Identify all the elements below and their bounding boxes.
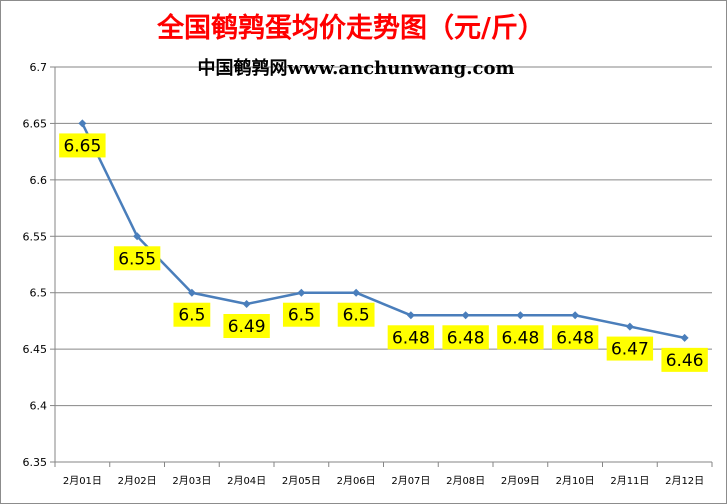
- gridlines: [55, 66, 712, 407]
- data-label-box: [173, 302, 211, 327]
- data-label-box: [497, 325, 544, 350]
- y-tick-label: 6.6: [30, 174, 48, 187]
- x-tick-label: 2月01日: [63, 475, 102, 487]
- data-point: [461, 311, 470, 320]
- data-label-box: [442, 325, 489, 350]
- data-point: [516, 311, 525, 320]
- x-tick-label: 2月09日: [501, 475, 540, 487]
- data-point: [187, 288, 196, 297]
- data-label: 6.48: [556, 328, 594, 348]
- y-tick-label: 6.55: [23, 230, 48, 243]
- data-label: 6.46: [666, 351, 704, 371]
- y-tick-label: 6.35: [23, 456, 48, 469]
- data-point: [297, 288, 306, 297]
- data-label: 6.47: [611, 340, 649, 360]
- x-tick-label: 2月08日: [446, 475, 485, 487]
- data-point: [625, 322, 634, 331]
- data-point: [406, 311, 415, 320]
- data-label: 6.55: [118, 249, 156, 269]
- data-label: 6.5: [178, 306, 205, 326]
- x-tick-label: 2月07日: [391, 475, 430, 487]
- data-point: [680, 333, 689, 342]
- series-line: [81, 122, 685, 340]
- chart-subtitle: 中国鹌鹑网www.anchunwang.com: [197, 57, 514, 79]
- data-label-box: [606, 336, 654, 361]
- y-tick-label: 6.4: [30, 400, 48, 413]
- data-point: [352, 288, 361, 297]
- x-tick-label: 2月05日: [282, 475, 321, 487]
- series: [78, 119, 689, 342]
- x-tick-label: 2月03日: [172, 475, 211, 487]
- data-labels: 6.65 6.55 6.5 6.49 6.5 6.5 6.48 6.48 6.48 6.48 6.4…: [59, 133, 708, 372]
- data-point: [133, 232, 142, 241]
- data-point: [242, 300, 251, 308]
- y-tick-label: 6.45: [23, 343, 48, 356]
- data-label-box: [661, 347, 708, 372]
- x-tick-label: 2月06日: [337, 475, 376, 487]
- data-label: 6.65: [63, 136, 101, 156]
- data-point: [571, 311, 580, 320]
- axes: 6.35 6.4 6.45 6.5 6.55 6.6 6.65 6.7 2月01日 2月02日 2月…: [23, 61, 713, 487]
- data-label: 6.48: [392, 328, 430, 348]
- x-tick-label: 2月10日: [556, 475, 595, 487]
- data-label: 6.48: [501, 328, 539, 348]
- data-label-box: [113, 246, 161, 271]
- y-tick-label: 6.5: [30, 287, 48, 300]
- data-label-box: [337, 302, 375, 327]
- data-label-box: [551, 325, 599, 350]
- data-label-box: [282, 302, 320, 327]
- y-tick-label: 6.65: [23, 117, 48, 130]
- data-label-box: [59, 133, 106, 158]
- data-label: 6.48: [447, 328, 485, 348]
- y-tick-label: 6.7: [30, 61, 48, 74]
- x-tick-label: 2月04日: [227, 475, 266, 487]
- x-tick-label: 2月12日: [665, 475, 704, 487]
- data-label-box: [223, 314, 270, 338]
- chart-title: 全国鹌鹑蛋均价走势图（元/斤）: [156, 12, 545, 44]
- x-tick-label: 2月02日: [118, 475, 157, 487]
- data-label: 6.5: [288, 306, 315, 326]
- data-label: 6.49: [228, 317, 266, 337]
- x-tick-label: 2月11日: [610, 475, 649, 487]
- data-label-box: [387, 325, 435, 350]
- data-point: [78, 119, 87, 128]
- data-label: 6.5: [343, 306, 370, 326]
